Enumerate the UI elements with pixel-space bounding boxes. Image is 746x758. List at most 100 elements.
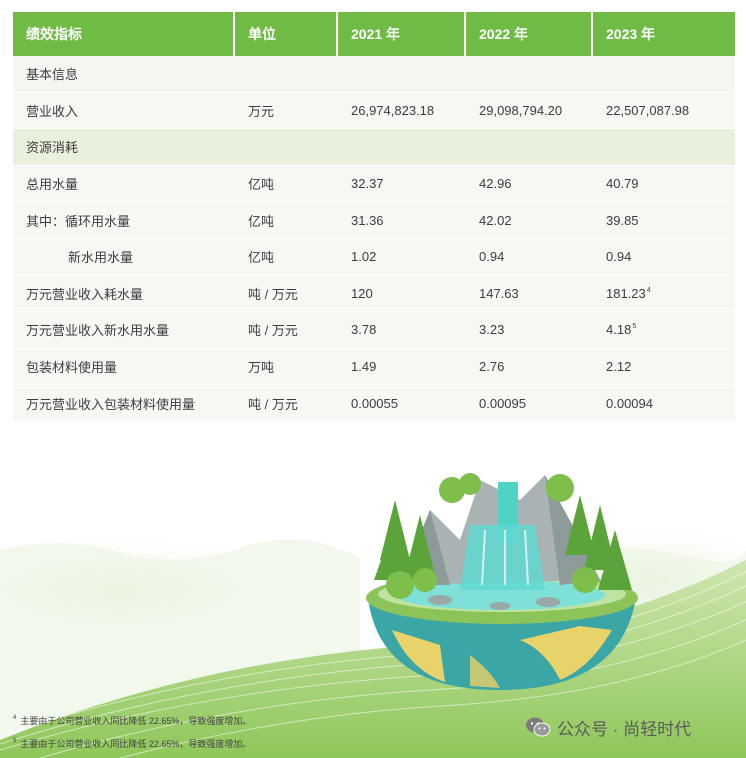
value-2021-cell: 32.37 (338, 165, 466, 203)
indicator-cell-text: 基本信息 (26, 67, 79, 83)
value-2021-cell (338, 129, 466, 166)
footnotes: 4 主要由于公司营业收入同比降低 22.65%，导致强度增加。 5 主要由于公司营业… (12, 708, 251, 754)
unit-cell: 吨 / 万元 (235, 275, 338, 313)
watermark: 公众号 · 尚轻时代 (525, 714, 691, 740)
indicator-cell: 其中：循环用水量 (13, 202, 235, 239)
value-2022-cell-text: 29,098,794.20 (479, 102, 563, 118)
value-2023-cell (593, 129, 735, 166)
value-2023-cell (593, 56, 735, 93)
value-2023-cell: 4.185 (593, 312, 735, 349)
section-row: 基本信息 (13, 56, 735, 93)
value-2021-cell-text: 120 (351, 285, 373, 301)
value-2021-cell-text: 32.37 (351, 176, 384, 192)
header-2023: 2023 年 (593, 12, 735, 56)
value-2022-cell-text: 42.02 (479, 212, 512, 228)
value-2023-cell-text: 40.79 (606, 176, 639, 192)
indicator-cell: 万元营业收入耗水量 (13, 275, 235, 313)
value-2023-cell: 39.85 (593, 202, 735, 239)
footnote-mark: 5 (13, 738, 17, 744)
table-row: 新水用水量 亿吨 1.02 0.94 0.94 (13, 238, 735, 276)
table-row: 总用水量 亿吨 32.37 42.96 40.79 (13, 165, 735, 203)
unit-cell-text: 亿吨 (248, 213, 275, 229)
indicator-cell-text: 新水用水量 (68, 250, 134, 266)
table-row: 万元营业收入耗水量 吨 / 万元 120 147.63 181.234 (13, 275, 735, 313)
value-2021-cell-text: 26,974,823.18 (351, 102, 435, 118)
value-2021-cell: 31.36 (338, 202, 466, 239)
value-2021-cell: 26,974,823.18 (338, 92, 466, 130)
unit-cell: 万吨 (235, 348, 338, 386)
value-2021-cell: 0.00055 (338, 385, 466, 422)
value-2021-cell-text: 1.02 (351, 249, 377, 265)
value-2023-cell-text: 0.94 (606, 249, 632, 265)
value-2021-cell: 3.78 (338, 312, 466, 349)
header-2021: 2021 年 (338, 12, 466, 56)
header-indicator: 绩效指标 (13, 12, 235, 56)
unit-cell (235, 129, 338, 166)
value-2022-cell: 0.00095 (466, 385, 593, 422)
indicator-cell: 总用水量 (13, 165, 235, 203)
value-2023-cell-text: 39.85 (606, 212, 639, 228)
unit-cell: 亿吨 (235, 165, 338, 203)
unit-cell: 吨 / 万元 (235, 385, 338, 422)
indicator-cell-text: 营业收入 (26, 103, 79, 119)
value-2023-cell-text: 22,507,087.98 (606, 102, 690, 118)
performance-table-container: 绩效指标 单位 2021 年 2022 年 2023 年 基本信息营业收入 万元 2… (13, 12, 735, 422)
unit-cell-text: 吨 / 万元 (248, 286, 298, 302)
table-row: 营业收入 万元 26,974,823.18 29,098,794.20 22,507,0… (13, 92, 735, 130)
footnote-mark: 4 (13, 715, 17, 721)
footnote-text: 主要由于公司营业收入同比降低 22.65%，导致强度增加。 (20, 716, 252, 726)
value-2022-cell (466, 129, 593, 166)
value-2021-cell: 1.49 (338, 348, 466, 386)
value-2022-cell-text: 0.94 (479, 249, 505, 265)
unit-cell-text: 万吨 (248, 360, 275, 376)
footnote-5: 5 主要由于公司营业收入同比降低 22.65%，导致强度增加。 (12, 731, 251, 754)
unit-cell: 亿吨 (235, 202, 338, 239)
indicator-cell-text: 其中：循环用水量 (26, 213, 131, 229)
unit-cell-text: 万元 (248, 103, 275, 119)
header-2022: 2022 年 (466, 12, 593, 56)
indicator-cell-text: 包装材料使用量 (26, 360, 118, 376)
unit-cell (235, 56, 338, 93)
value-2022-cell: 42.96 (466, 165, 593, 203)
footnote-ref: 5 (632, 323, 637, 331)
value-2021-cell: 120 (338, 275, 466, 313)
indicator-cell: 万元营业收入包装材料使用量 (13, 385, 235, 422)
indicator-cell: 万元营业收入新水用水量 (13, 312, 235, 349)
section-row: 资源消耗 (13, 129, 735, 166)
indicator-cell: 资源消耗 (13, 129, 235, 166)
value-2023-cell-text: 2.12 (606, 359, 632, 375)
value-2023-cell-text: 181.23 (606, 285, 646, 301)
value-2021-cell-text: 1.49 (351, 359, 377, 375)
value-2022-cell: 42.02 (466, 202, 593, 239)
unit-cell: 万元 (235, 92, 338, 130)
footnote-4: 4 主要由于公司营业收入同比降低 22.65%，导致强度增加。 (12, 708, 251, 731)
value-2023-cell: 22,507,087.98 (593, 92, 735, 130)
unit-cell: 吨 / 万元 (235, 312, 338, 349)
value-2022-cell-text: 42.96 (479, 176, 512, 192)
table-row: 万元营业收入包装材料使用量 吨 / 万元 0.00055 0.00095 0.00094 (13, 385, 735, 422)
unit-cell-text: 亿吨 (248, 177, 275, 193)
indicator-cell: 营业收入 (13, 92, 235, 130)
unit-cell-text: 吨 / 万元 (248, 396, 298, 412)
value-2023-cell: 181.234 (593, 275, 735, 313)
value-2021-cell: 1.02 (338, 238, 466, 276)
wechat-icon (526, 717, 551, 737)
performance-table: 绩效指标 单位 2021 年 2022 年 2023 年 基本信息营业收入 万元 2… (13, 12, 735, 422)
indicator-cell-text: 万元营业收入包装材料使用量 (26, 396, 196, 412)
value-2022-cell-text: 2.76 (479, 359, 505, 375)
value-2023-cell: 0.00094 (593, 385, 735, 422)
header-unit: 单位 (235, 12, 338, 56)
table-row: 其中：循环用水量 亿吨 31.36 42.02 39.85 (13, 202, 735, 239)
table-row: 万元营业收入新水用水量 吨 / 万元 3.78 3.23 4.185 (13, 312, 735, 349)
indicator-cell-text: 万元营业收入耗水量 (26, 286, 144, 302)
value-2022-cell: 3.23 (466, 312, 593, 349)
indicator-cell: 包装材料使用量 (13, 348, 235, 386)
indicator-cell-text: 资源消耗 (26, 140, 79, 156)
indicator-cell-text: 总用水量 (26, 177, 79, 193)
unit-cell-text: 亿吨 (248, 250, 275, 266)
value-2023-cell-text: 0.00094 (606, 395, 653, 411)
table-header-row: 绩效指标 单位 2021 年 2022 年 2023 年 (13, 12, 735, 56)
value-2022-cell-text: 147.63 (479, 285, 519, 301)
unit-cell: 亿吨 (235, 238, 338, 276)
globe-waterfall-illustration (0, 473, 746, 758)
